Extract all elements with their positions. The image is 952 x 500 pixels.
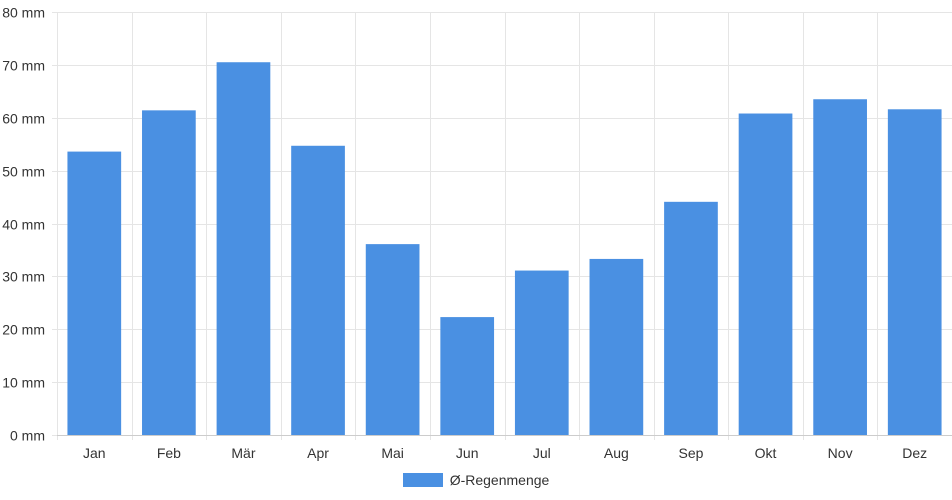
bar-aug[interactable] [589,258,644,435]
x-tick-label: Apr [307,445,329,461]
legend-swatch [402,473,443,487]
y-tick-label: 50 mm [2,164,45,180]
x-tick-label: Feb [157,445,181,461]
bar-mai[interactable] [365,244,420,435]
bar-okt[interactable] [738,113,793,436]
bar-nov[interactable] [813,99,867,436]
y-tick-label: 0 mm [10,428,45,444]
bar-jan[interactable] [67,151,122,435]
bars [67,62,942,436]
bar-mär[interactable] [216,62,271,435]
x-tick-label: Aug [604,445,629,461]
y-axis-ticks: 0 mm 10 mm 20 mm 30 mm 40 mm 50 mm 60 mm 70 mm 8… [2,5,45,444]
y-tick-label: 10 mm [2,375,45,391]
x-tick-label: Sep [678,445,703,461]
bar-jul[interactable] [514,270,569,435]
y-tick-label: 40 mm [2,217,45,233]
x-tick-label: Jul [533,445,551,461]
grid [52,12,952,440]
x-tick-label: Mai [381,445,404,461]
bar-dez[interactable] [887,109,942,435]
x-tick-label: Jun [456,445,479,461]
x-tick-label: Nov [828,445,853,461]
y-tick-label: 70 mm [2,58,45,74]
legend-label: Ø-Regenmenge [449,472,550,488]
y-tick-label: 60 mm [2,111,45,127]
bar-feb[interactable] [142,110,196,435]
y-tick-label: 20 mm [2,322,45,338]
legend[interactable]: Ø-Regenmenge [0,472,952,488]
x-tick-label: Mär [231,445,255,461]
y-tick-label: 30 mm [2,269,45,285]
x-tick-label: Okt [755,445,777,461]
x-tick-label: Dez [902,445,927,461]
bar-jun[interactable] [440,317,495,435]
x-axis-ticks: Jan Feb Mär Apr Mai Jun Jul Aug Sep Okt Nov Dez [57,435,952,461]
x-tick-label: Jan [83,445,106,461]
y-tick-label: 80 mm [2,5,45,21]
rainfall-bar-chart: 0 mm 10 mm 20 mm 30 mm 40 mm 50 mm 60 mm 70 mm 8… [2,5,952,461]
bar-apr[interactable] [291,145,345,435]
bar-sep[interactable] [664,201,718,435]
